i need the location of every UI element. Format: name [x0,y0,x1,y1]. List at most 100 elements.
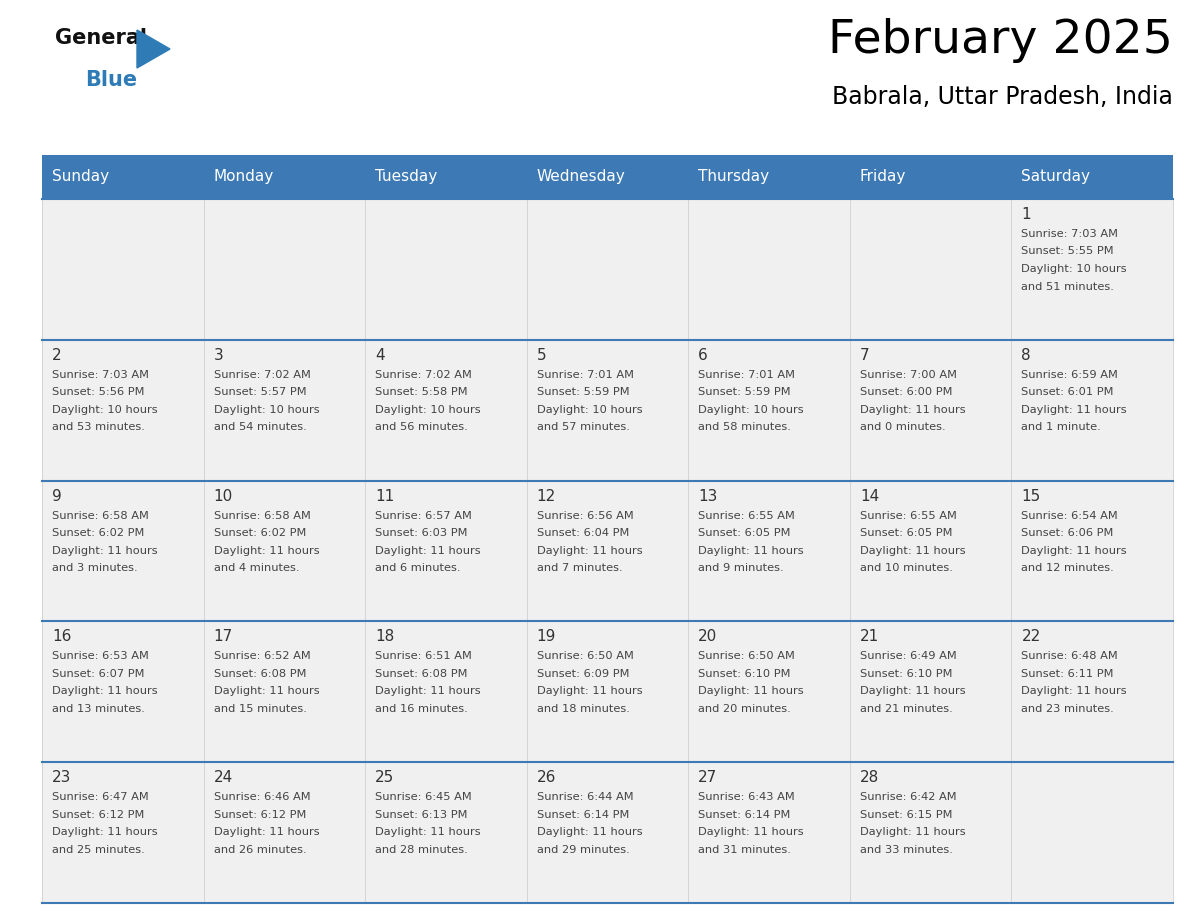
Text: Sunrise: 7:02 AM: Sunrise: 7:02 AM [375,370,472,380]
Text: 7: 7 [860,348,870,363]
Text: Sunset: 5:59 PM: Sunset: 5:59 PM [537,387,630,397]
Text: Sunset: 6:06 PM: Sunset: 6:06 PM [1022,528,1114,538]
Text: Sunset: 6:01 PM: Sunset: 6:01 PM [1022,387,1114,397]
Text: Sunset: 6:11 PM: Sunset: 6:11 PM [1022,669,1114,679]
Text: and 3 minutes.: and 3 minutes. [52,563,138,573]
Text: 18: 18 [375,630,394,644]
Polygon shape [137,30,170,68]
Text: 9: 9 [52,488,62,504]
Bar [365,762,526,903]
Text: Daylight: 11 hours: Daylight: 11 hours [699,687,804,697]
Text: and 58 minutes.: and 58 minutes. [699,422,791,432]
Text: 19: 19 [537,630,556,644]
Text: 2: 2 [52,348,62,363]
Text: Sunrise: 6:48 AM: Sunrise: 6:48 AM [1022,652,1118,661]
Text: and 23 minutes.: and 23 minutes. [1022,704,1114,714]
Text: and 25 minutes.: and 25 minutes. [52,845,145,855]
Text: and 26 minutes.: and 26 minutes. [214,845,307,855]
Text: and 54 minutes.: and 54 minutes. [214,422,307,432]
Text: Sunset: 6:05 PM: Sunset: 6:05 PM [699,528,791,538]
Text: Daylight: 10 hours: Daylight: 10 hours [52,405,158,415]
Text: Sunrise: 6:50 AM: Sunrise: 6:50 AM [699,652,795,661]
Bar [688,199,849,340]
Text: and 15 minutes.: and 15 minutes. [214,704,307,714]
Text: Sunset: 6:14 PM: Sunset: 6:14 PM [699,810,791,820]
Bar [42,762,203,903]
Text: and 4 minutes.: and 4 minutes. [214,563,299,573]
Text: Daylight: 11 hours: Daylight: 11 hours [375,545,481,555]
Bar [849,481,1011,621]
Bar [203,481,365,621]
Text: Sunrise: 7:01 AM: Sunrise: 7:01 AM [537,370,633,380]
Text: Sunset: 5:55 PM: Sunset: 5:55 PM [1022,247,1114,256]
Text: 23: 23 [52,770,71,785]
Text: and 18 minutes.: and 18 minutes. [537,704,630,714]
Text: Monday: Monday [214,170,273,185]
Text: and 1 minute.: and 1 minute. [1022,422,1101,432]
Text: Sunrise: 6:44 AM: Sunrise: 6:44 AM [537,792,633,802]
Text: Daylight: 11 hours: Daylight: 11 hours [537,545,643,555]
Bar [526,481,688,621]
Bar [688,481,849,621]
Text: Daylight: 10 hours: Daylight: 10 hours [214,405,320,415]
Text: Sunrise: 6:47 AM: Sunrise: 6:47 AM [52,792,148,802]
Text: Sunset: 6:02 PM: Sunset: 6:02 PM [52,528,145,538]
Bar [42,621,203,762]
Text: Babrala, Uttar Pradesh, India: Babrala, Uttar Pradesh, India [832,85,1173,109]
Text: Sunrise: 6:43 AM: Sunrise: 6:43 AM [699,792,795,802]
Text: Daylight: 11 hours: Daylight: 11 hours [375,827,481,837]
Text: Sunrise: 6:58 AM: Sunrise: 6:58 AM [214,510,310,521]
Text: 25: 25 [375,770,394,785]
Bar [365,199,526,340]
Text: Sunset: 6:02 PM: Sunset: 6:02 PM [214,528,307,538]
Bar [526,621,688,762]
Text: 14: 14 [860,488,879,504]
Text: Sunrise: 6:49 AM: Sunrise: 6:49 AM [860,652,956,661]
Text: Sunrise: 6:42 AM: Sunrise: 6:42 AM [860,792,956,802]
Bar [203,199,365,340]
Text: Daylight: 11 hours: Daylight: 11 hours [860,687,966,697]
Text: Daylight: 10 hours: Daylight: 10 hours [375,405,481,415]
Text: Sunset: 6:12 PM: Sunset: 6:12 PM [52,810,145,820]
Text: Daylight: 11 hours: Daylight: 11 hours [699,827,804,837]
Text: Sunrise: 7:02 AM: Sunrise: 7:02 AM [214,370,310,380]
Text: and 9 minutes.: and 9 minutes. [699,563,784,573]
Text: 24: 24 [214,770,233,785]
Text: and 33 minutes.: and 33 minutes. [860,845,953,855]
Text: Sunset: 6:15 PM: Sunset: 6:15 PM [860,810,953,820]
Text: and 31 minutes.: and 31 minutes. [699,845,791,855]
Text: Blue: Blue [86,70,137,90]
Text: and 0 minutes.: and 0 minutes. [860,422,946,432]
Text: and 20 minutes.: and 20 minutes. [699,704,791,714]
Text: Daylight: 11 hours: Daylight: 11 hours [537,827,643,837]
Text: Daylight: 11 hours: Daylight: 11 hours [375,687,481,697]
Text: Sunset: 6:09 PM: Sunset: 6:09 PM [537,669,630,679]
Text: Daylight: 11 hours: Daylight: 11 hours [860,545,966,555]
Bar [365,621,526,762]
Text: 12: 12 [537,488,556,504]
Text: Daylight: 10 hours: Daylight: 10 hours [1022,264,1127,274]
Text: 6: 6 [699,348,708,363]
Text: Saturday: Saturday [1022,170,1091,185]
Bar [42,481,203,621]
Text: Sunset: 6:08 PM: Sunset: 6:08 PM [375,669,468,679]
Text: Daylight: 11 hours: Daylight: 11 hours [214,545,320,555]
Text: 10: 10 [214,488,233,504]
Text: Tuesday: Tuesday [375,170,437,185]
Text: and 12 minutes.: and 12 minutes. [1022,563,1114,573]
Text: Daylight: 11 hours: Daylight: 11 hours [52,687,158,697]
Bar [203,621,365,762]
Text: 16: 16 [52,630,71,644]
Text: Sunrise: 6:53 AM: Sunrise: 6:53 AM [52,652,148,661]
Text: Sunset: 5:59 PM: Sunset: 5:59 PM [699,387,791,397]
Text: Daylight: 11 hours: Daylight: 11 hours [214,687,320,697]
Bar [849,621,1011,762]
Bar [849,762,1011,903]
Bar [688,621,849,762]
Text: Sunset: 6:04 PM: Sunset: 6:04 PM [537,528,630,538]
Text: 22: 22 [1022,630,1041,644]
Text: Sunset: 6:05 PM: Sunset: 6:05 PM [860,528,953,538]
Bar [688,340,849,481]
Text: Daylight: 11 hours: Daylight: 11 hours [860,827,966,837]
Text: Daylight: 10 hours: Daylight: 10 hours [537,405,643,415]
